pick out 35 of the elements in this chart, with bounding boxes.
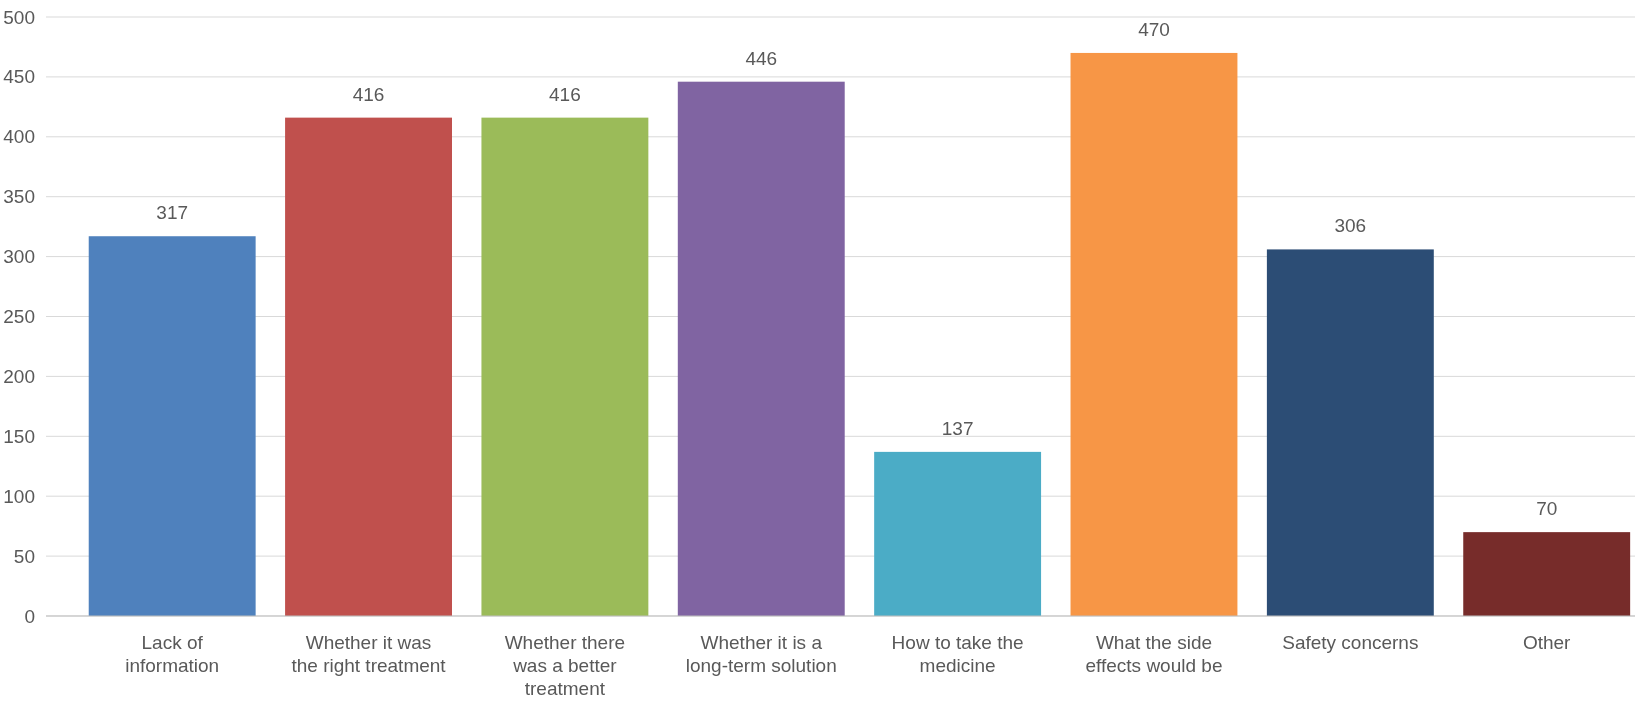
y-tick-label: 100 — [3, 485, 35, 507]
data-label: 317 — [156, 202, 189, 224]
y-tick-label: 450 — [3, 66, 35, 88]
bar — [1463, 532, 1631, 616]
y-tick-label: 400 — [3, 126, 35, 148]
y-tick-label: 250 — [3, 306, 35, 328]
x-tick-label: How to take the medicine — [891, 632, 1024, 676]
bar — [285, 117, 452, 616]
bar — [88, 236, 256, 616]
y-tick-label: 50 — [13, 545, 35, 567]
x-tick-label: Whether there was a better treatment — [504, 632, 626, 699]
bar — [677, 81, 845, 616]
x-tick-label: Whether it was the right treatment — [291, 632, 447, 676]
y-tick-label: 0 — [24, 605, 35, 627]
x-tick-label: Whether it is a long-term solution — [685, 632, 837, 676]
x-tick-label: Other — [1522, 632, 1572, 653]
data-label: 446 — [745, 47, 778, 69]
data-label: 416 — [352, 83, 385, 105]
data-label: 470 — [1138, 18, 1170, 40]
x-tick-label: Safety concerns — [1282, 632, 1419, 653]
x-tick-label: Lack of information — [125, 632, 220, 676]
bar — [1070, 52, 1238, 616]
y-tick-label: 300 — [3, 246, 35, 268]
data-label: 306 — [1334, 215, 1367, 237]
data-label: 416 — [549, 83, 581, 105]
y-tick-label: 500 — [3, 6, 35, 28]
data-label: 70 — [1536, 498, 1558, 520]
y-tick-label: 350 — [3, 186, 35, 208]
data-label: 137 — [941, 417, 974, 439]
bar — [481, 117, 649, 616]
y-tick-label: 200 — [3, 365, 35, 387]
y-tick-label: 150 — [3, 425, 35, 447]
bar — [1266, 249, 1434, 616]
x-tick-label: What the side effects would be — [1085, 632, 1223, 676]
bar — [874, 451, 1042, 616]
